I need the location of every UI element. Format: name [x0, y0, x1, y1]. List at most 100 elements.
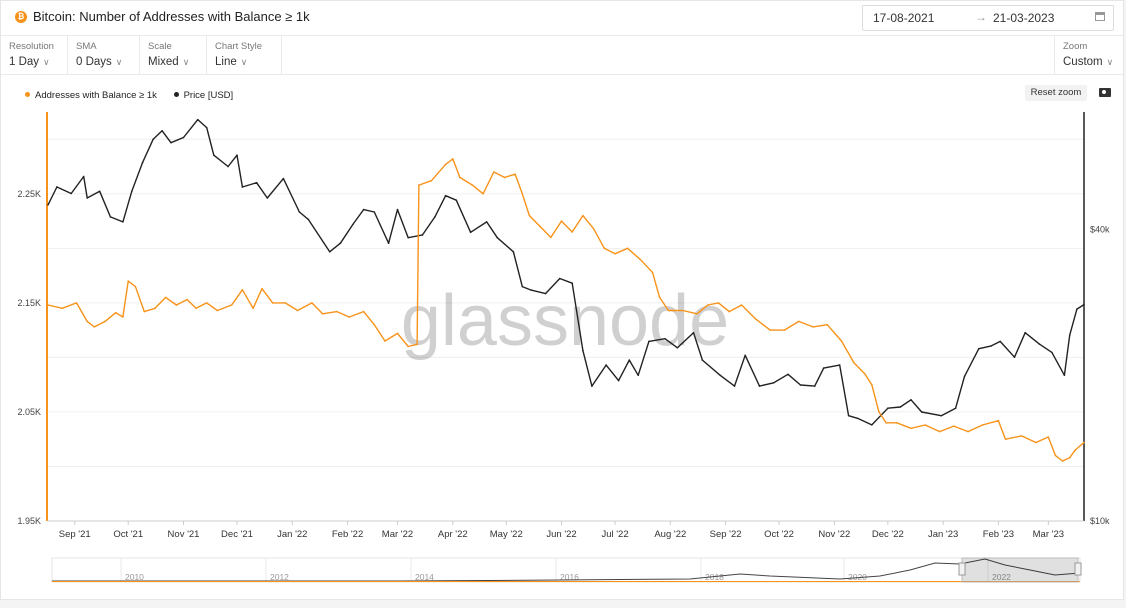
data-point-price — [838, 364, 841, 366]
data-point-addresses — [853, 362, 855, 364]
x-tick-label: Nov '22 — [818, 529, 850, 540]
legend-dot — [173, 92, 179, 97]
data-point-addresses — [706, 304, 709, 306]
sma-label: SMA — [76, 41, 97, 52]
reset-zoom-button[interactable]: Reset zoom — [1025, 85, 1087, 101]
data-point-addresses — [924, 424, 927, 426]
data-point-addresses — [592, 227, 595, 230]
zoom-value[interactable]: Custom — [1063, 56, 1103, 68]
data-point-price — [152, 138, 155, 141]
data-point-addresses — [362, 310, 365, 313]
navigator-label: 2012 — [270, 572, 289, 582]
data-point-price — [664, 337, 666, 340]
zoom-label: Zoom — [1063, 41, 1088, 52]
data-point-addresses — [1074, 449, 1076, 451]
chart-controls: Resolution 1 Day ∨ SMA 0 Days ∨ Scale Mixe… — [1, 36, 1123, 75]
legend-item-addresses[interactable]: Addresses with Balance ≥ 1k — [25, 90, 157, 101]
data-point-addresses — [717, 302, 720, 304]
data-point-price — [421, 234, 424, 236]
data-point-price — [701, 359, 704, 361]
data-point-price — [813, 385, 816, 387]
data-point-addresses — [582, 214, 584, 217]
data-point-price — [530, 289, 533, 291]
data-point-addresses — [514, 173, 516, 175]
data-point-addresses — [1068, 456, 1071, 459]
zoom-select[interactable]: Zoom Custom ∨ — [1054, 36, 1113, 74]
navigator-label: 2022 — [992, 572, 1011, 582]
data-point-price — [999, 340, 1001, 343]
data-point-price — [558, 277, 561, 280]
data-point-price — [407, 236, 409, 239]
data-point-price — [255, 181, 258, 184]
camera-icon[interactable] — [1099, 88, 1111, 97]
data-point-addresses — [416, 343, 418, 346]
date-range-picker[interactable]: 17-08-2021 → 21-03-2023 — [862, 5, 1114, 31]
data-point-addresses — [1054, 454, 1057, 457]
data-point-addresses — [740, 304, 743, 306]
data-point-addresses — [571, 231, 574, 233]
data-point-addresses — [1061, 460, 1064, 462]
data-point-addresses — [186, 298, 188, 301]
data-point-addresses — [728, 310, 730, 313]
data-point-addresses — [143, 310, 146, 313]
x-tick-label: Jan '22 — [277, 529, 307, 540]
data-point-price — [544, 292, 547, 295]
data-point-addresses — [885, 422, 887, 424]
data-point-addresses — [967, 430, 969, 433]
date-to[interactable]: 21-03-2023 — [993, 11, 1055, 25]
data-point-price — [47, 204, 49, 206]
data-point-addresses — [812, 326, 814, 328]
data-point-price — [787, 373, 789, 376]
data-point-addresses — [783, 329, 786, 331]
data-point-price — [434, 216, 436, 218]
data-point-price — [182, 136, 185, 139]
data-point-addresses — [104, 320, 106, 323]
data-point-price — [990, 345, 993, 347]
data-point-price — [628, 359, 631, 361]
data-point-price — [871, 424, 873, 426]
scale-value[interactable]: Mixed — [148, 56, 179, 68]
x-tick-label: Jul '22 — [601, 529, 628, 540]
data-point-price — [719, 374, 722, 377]
x-tick-label: Nov '21 — [168, 529, 200, 540]
data-point-addresses — [658, 296, 661, 299]
data-point-addresses — [407, 345, 409, 348]
data-point-price — [692, 331, 695, 334]
x-tick-label: Apr '22 — [438, 529, 468, 540]
data-point-addresses — [667, 309, 670, 312]
resolution-select[interactable]: Resolution 1 Day ∨ — [1, 36, 68, 74]
data-point-price — [328, 250, 331, 253]
data-point-price — [772, 381, 775, 384]
data-point-addresses — [127, 280, 130, 282]
date-from[interactable]: 17-08-2021 — [873, 11, 935, 25]
chart-style-value[interactable]: Line — [215, 56, 237, 68]
sma-select[interactable]: SMA 0 Days ∨ — [68, 36, 140, 74]
x-tick-label: Feb '22 — [332, 529, 363, 540]
chart-style-select[interactable]: Chart Style Line ∨ — [207, 36, 282, 74]
calendar-icon[interactable] — [1095, 12, 1105, 21]
data-point-price — [373, 211, 376, 213]
data-point-addresses — [492, 171, 495, 173]
data-point-price — [236, 154, 238, 156]
data-point-addresses — [681, 309, 684, 312]
data-point-addresses — [205, 302, 208, 304]
data-point-price — [1083, 303, 1085, 306]
data-point-addresses — [614, 252, 616, 255]
sma-value[interactable]: 0 Days — [76, 56, 112, 68]
scale-select[interactable]: Scale Mixed ∨ — [140, 36, 207, 74]
data-point-price — [1051, 351, 1053, 354]
data-point-price — [648, 340, 650, 343]
data-point-addresses — [539, 225, 541, 228]
data-point-addresses — [1035, 441, 1037, 444]
data-point-price — [954, 407, 957, 410]
data-point-addresses — [459, 176, 461, 179]
data-point-price — [676, 346, 679, 349]
data-point-addresses — [271, 302, 274, 304]
resolution-value[interactable]: 1 Day — [9, 56, 40, 68]
data-point-addresses — [521, 193, 524, 195]
legend-item-price[interactable]: Price [USD] — [173, 90, 233, 101]
data-point-addresses — [164, 296, 167, 299]
data-point-price — [307, 218, 310, 221]
data-point-addresses — [93, 326, 96, 328]
